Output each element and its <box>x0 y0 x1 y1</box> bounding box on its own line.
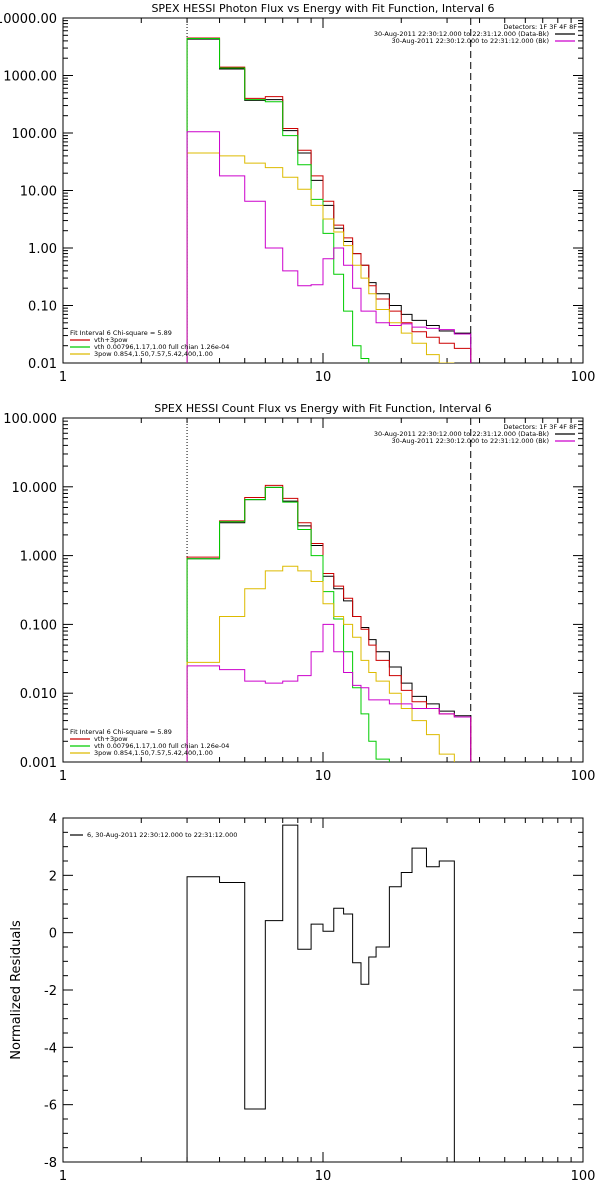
series-line-vth <box>186 38 370 363</box>
x-tick-label: 10 <box>315 769 332 784</box>
x-tick-label: 1 <box>59 769 67 784</box>
legend-entry-text: Detectors: 1F 3F 4F 8F <box>503 423 577 431</box>
y-tick-label: 0.100 <box>20 618 57 633</box>
y-tick-label: 10.000 <box>12 481 58 496</box>
legend-entry-text: 3pow 0.854,1.50,7.57,5.42,400,1.00 <box>94 749 213 757</box>
legend-entry-text: vth+3pow <box>94 336 128 344</box>
y-tick-label: 0.01 <box>28 357 57 372</box>
legend-entry-text: vth+3pow <box>94 735 128 743</box>
chart-panel-count: SPEX HESSI Count Flux vs Energy with Fit… <box>3 402 595 784</box>
chart-panel-photon: SPEX HESSI Photon Flux vs Energy with Fi… <box>0 2 595 385</box>
y-tick-label: 0.001 <box>20 756 57 771</box>
series-line-vth-3pow <box>186 37 472 363</box>
x-tick-label: 100 <box>571 769 596 784</box>
legend-entry-text: 30-Aug-2011 22:30:12.000 to 22:31:12.000… <box>392 437 549 445</box>
legend-entry-text: 6, 30-Aug-2011 22:30:12.000 to 22:31:12.… <box>87 831 237 839</box>
y-tick-label: -6 <box>44 1099 57 1114</box>
x-tick-label: 1 <box>59 1169 67 1184</box>
legend-entry-text: vth 0.00796,1.17,1.00 full chian 1.26e-0… <box>94 742 229 750</box>
series-line-vth-3pow <box>186 484 472 762</box>
series-line-6-30-aug-2011-22-30-12-000-to-22-31-12-000 <box>186 824 455 1162</box>
y-axis-label: Normalized Residuals <box>9 920 24 1060</box>
y-tick-label: 1.00 <box>28 242 57 257</box>
legend-entry-text: Fit Interval 6 Chi-square = 5.89 <box>70 728 172 736</box>
chart-panel-residuals: 1 10 100 -8 -6 -4 -2 0 2 4 Normalized Residuals 6, … <box>9 812 595 1184</box>
chart-title: SPEX HESSI Count Flux vs Energy with Fit… <box>154 402 491 415</box>
chart-title: SPEX HESSI Photon Flux vs Energy with Fi… <box>151 2 494 15</box>
x-tick-label: 100 <box>571 1169 596 1184</box>
y-tick-label: 1000.00 <box>3 70 57 85</box>
y-tick-label: 100.000 <box>3 412 57 427</box>
series-line-vth <box>186 486 390 762</box>
y-tick-label: -8 <box>44 1156 57 1171</box>
y-tick-label: 100.00 <box>12 127 58 142</box>
series-line-3pow <box>186 565 455 762</box>
x-tick-label: 1 <box>59 370 67 385</box>
legend-entry-text: 30-Aug-2011 22:30:12.000 to 22:31:12.000… <box>374 30 549 38</box>
y-tick-label: -4 <box>44 1041 57 1056</box>
x-tick-label: 10 <box>315 1169 332 1184</box>
y-tick-label: 0.010 <box>20 687 57 702</box>
y-tick-label: 0.10 <box>28 300 57 315</box>
y-tick-label: 4 <box>49 812 57 827</box>
y-tick-label: 10000.00 <box>0 12 57 27</box>
plot-frame <box>62 817 584 1163</box>
legend-entry-text: 3pow 0.854,1.50,7.57,5.42,400,1.00 <box>94 350 213 358</box>
y-tick-label: 2 <box>49 869 57 884</box>
legend-entry-text: 30-Aug-2011 22:30:12.000 to 22:31:12.000… <box>374 430 549 438</box>
x-tick-label: 100 <box>571 370 596 385</box>
legend-entry-text: vth 0.00796,1.17,1.00 full chian 1.26e-0… <box>94 343 229 351</box>
y-tick-label: 0 <box>49 927 57 942</box>
y-tick-label: -2 <box>44 984 57 999</box>
series-line-bk <box>186 623 472 762</box>
x-tick-label: 10 <box>315 370 332 385</box>
series-line-bk <box>186 131 472 363</box>
legend-entry-text: Detectors: 1F 3F 4F 8F <box>503 23 577 31</box>
y-tick-label: 10.00 <box>20 185 57 200</box>
series-line-3pow <box>186 152 455 363</box>
y-tick-label: 1.000 <box>20 550 57 565</box>
legend-entry-text: 30-Aug-2011 22:30:12.000 to 22:31:12.000… <box>392 37 549 45</box>
legend-entry-text: Fit Interval 6 Chi-square = 5.89 <box>70 329 172 337</box>
